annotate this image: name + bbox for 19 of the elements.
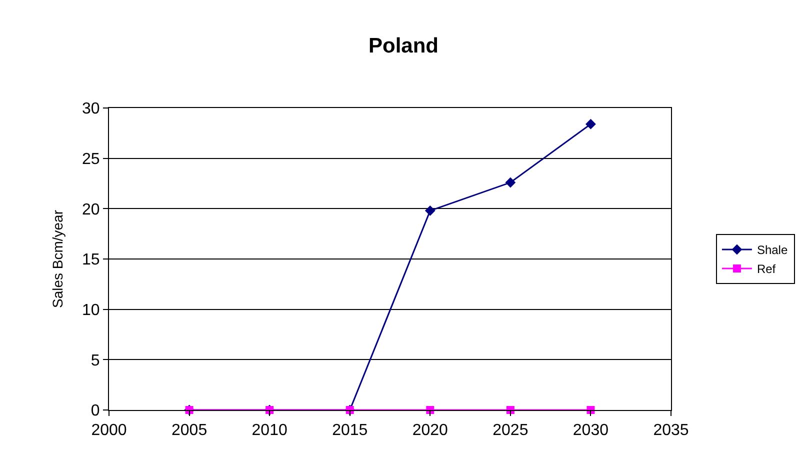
y-tick-label: 5 [90, 352, 100, 370]
y-tick-label: 25 [82, 150, 100, 168]
x-tick-label: 2020 [412, 422, 448, 440]
x-tick-label: 2035 [653, 422, 689, 440]
x-tick-label: 2015 [332, 422, 368, 440]
legend-label: Shale [756, 243, 788, 258]
x-tick-label: 2030 [572, 422, 609, 440]
y-tick-label: 10 [82, 302, 100, 319]
chart-title: Poland [368, 34, 439, 58]
y-axis-title: Sales Bcm/year [50, 210, 66, 308]
y-tick-label: 20 [82, 201, 100, 218]
y-tick-label: 30 [82, 100, 100, 118]
x-tick-label: 2010 [252, 422, 288, 440]
x-tick-label: 2005 [171, 422, 208, 440]
legend-label: Ref [756, 262, 776, 276]
y-tick-label: 15 [82, 252, 100, 269]
x-tick-label: 2000 [91, 422, 127, 440]
y-tick-label: 0 [90, 402, 100, 420]
x-tick-label: 2025 [492, 422, 528, 440]
